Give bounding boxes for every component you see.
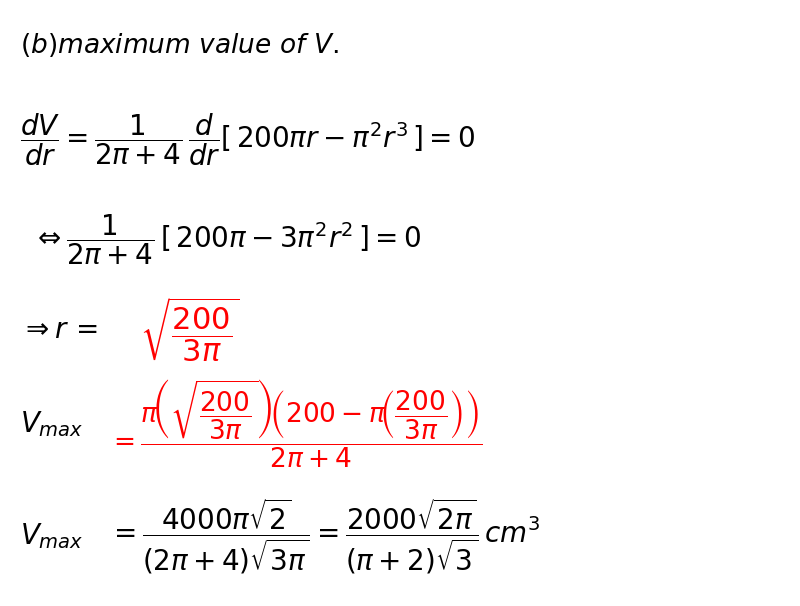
Text: $V_{max}$: $V_{max}$: [20, 521, 83, 551]
Text: $\sqrt{\dfrac{200}{3\pi}}$: $\sqrt{\dfrac{200}{3\pi}}$: [140, 296, 240, 364]
Text: $(b)\mathit{maximum\ value\ of\ V.}$: $(b)\mathit{maximum\ value\ of\ V.}$: [20, 32, 339, 59]
Text: $V_{max}$: $V_{max}$: [20, 409, 83, 439]
Text: $=\dfrac{\pi\!\left(\sqrt{\dfrac{200}{3\pi}}\right)\!\left(200-\pi\!\left(\dfrac: $=\dfrac{\pi\!\left(\sqrt{\dfrac{200}{3\…: [108, 378, 482, 470]
Text: $\dfrac{dV}{dr}=\dfrac{1}{2\pi+4}\,\dfrac{d}{dr}[\,200\pi r-\pi^{2}r^{3}\,]=0$: $\dfrac{dV}{dr}=\dfrac{1}{2\pi+4}\,\dfra…: [20, 111, 475, 168]
Text: $=\dfrac{4000\pi\sqrt{2}}{(2\pi+4)\sqrt{3\pi}}=\dfrac{2000\sqrt{2\pi}}{(\pi+2)\s: $=\dfrac{4000\pi\sqrt{2}}{(2\pi+4)\sqrt{…: [108, 497, 541, 576]
Text: $\Leftrightarrow\dfrac{1}{2\pi+4}\,[\,200\pi-3\pi^{2}r^{2}\,]=0$: $\Leftrightarrow\dfrac{1}{2\pi+4}\,[\,20…: [32, 212, 421, 267]
Text: $\Rightarrow r\,=$: $\Rightarrow r\,=$: [20, 317, 98, 344]
